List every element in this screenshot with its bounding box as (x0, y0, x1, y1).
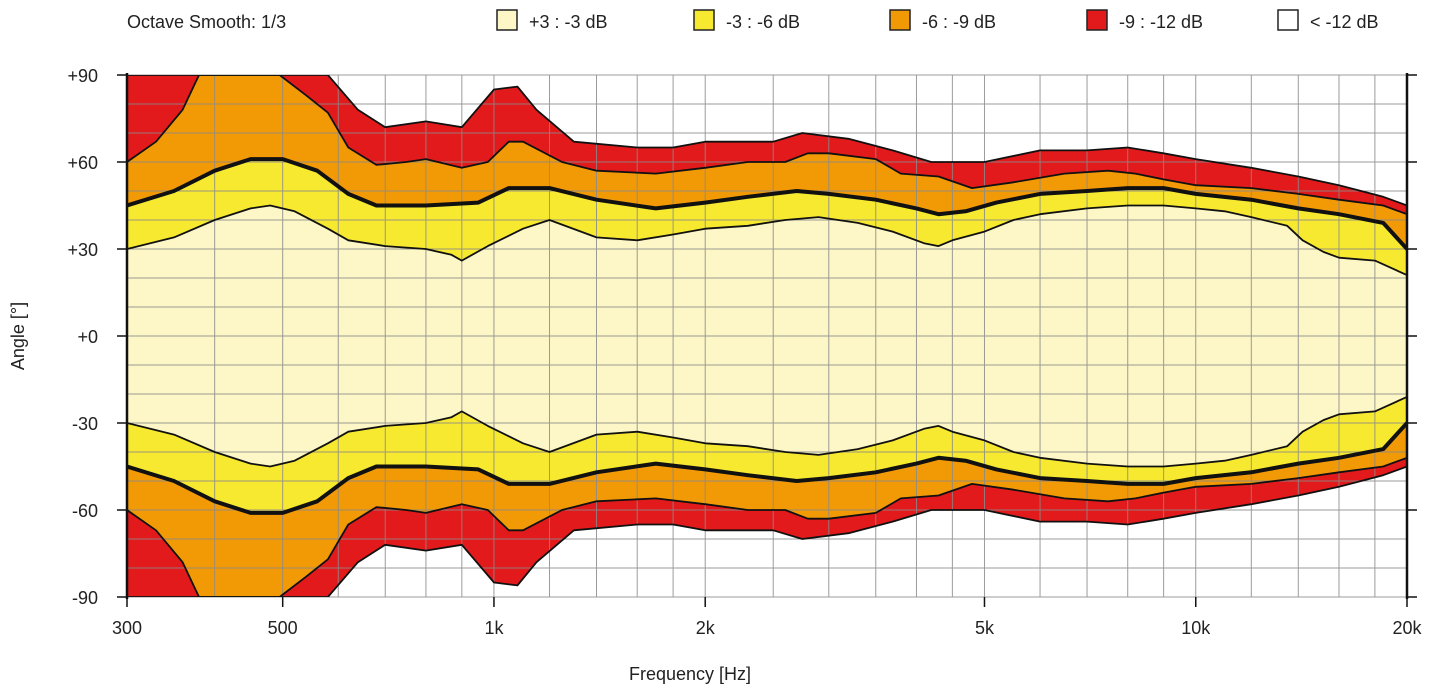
y-tick-label: -60 (72, 501, 98, 521)
legend-label: -3 : -6 dB (726, 12, 800, 32)
legend-label: +3 : -3 dB (529, 12, 608, 32)
legend-swatch (693, 9, 715, 31)
contour-9db-upper-line (127, 75, 1407, 216)
y-axis-label: Angle [°] (8, 302, 28, 370)
x-tick-label: 500 (268, 618, 298, 638)
x-tick-label: 2k (696, 618, 716, 638)
x-axis-label: Frequency [Hz] (629, 664, 751, 684)
x-tick-label: 10k (1181, 618, 1211, 638)
y-tick-label: +90 (67, 66, 98, 86)
y-tick-label: +30 (67, 240, 98, 260)
legend-label: -9 : -12 dB (1119, 12, 1203, 32)
legend-swatch (889, 9, 911, 31)
legend-swatch (1277, 9, 1299, 31)
contour-12db-upper-line (127, 75, 1407, 207)
y-axis-ticks: +90 +60 +30 +0 -30 -60 -90 (67, 66, 1417, 608)
y-tick-label: +0 (77, 327, 98, 347)
legend-label: < -12 dB (1310, 12, 1379, 32)
contour-12db-lower-line (127, 465, 1407, 597)
legend-swatch (1086, 9, 1108, 31)
legend: +3 : -3 dB -3 : -6 dB -6 : -9 dB -9 : -12 d… (496, 9, 1379, 32)
plot-area (125, 73, 1409, 599)
x-tick-label: 5k (975, 618, 995, 638)
legend-swatch (496, 9, 518, 31)
grid (126, 74, 1408, 598)
x-tick-label: 1k (484, 618, 504, 638)
chart-subtitle: Octave Smooth: 1/3 (127, 12, 286, 32)
contour-6db-lower-line (127, 421, 1407, 515)
x-tick-label: 300 (112, 618, 142, 638)
legend-label: -6 : -9 dB (922, 12, 996, 32)
x-axis-ticks: 300 500 1k 2k 5k 10k 20k (112, 597, 1423, 638)
y-tick-label: +60 (67, 153, 98, 173)
x-tick-label: 20k (1392, 618, 1422, 638)
contour-3db-upper-line (127, 204, 1407, 276)
contour-9db-lower-line (127, 456, 1407, 597)
contour-6db-upper-line (127, 157, 1407, 251)
y-tick-label: -30 (72, 414, 98, 434)
y-tick-label: -90 (72, 588, 98, 608)
contour-3db-lower-line (127, 396, 1407, 468)
